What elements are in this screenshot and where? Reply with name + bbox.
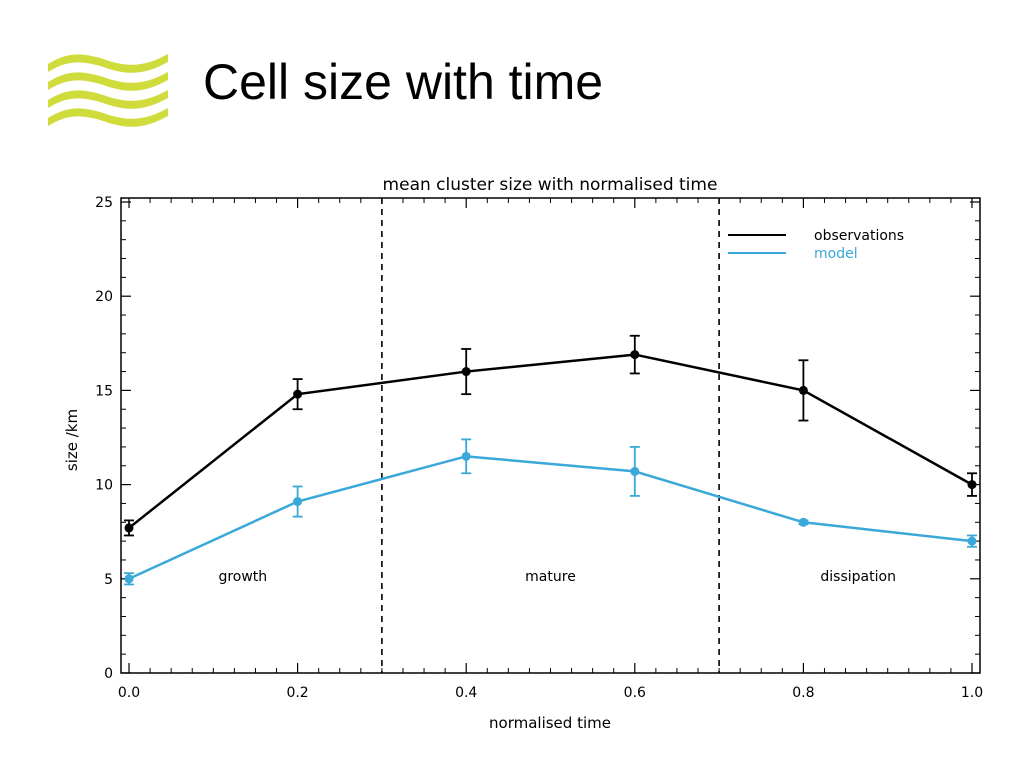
data-point (967, 536, 977, 546)
x-axis-label: normalised time (489, 714, 611, 732)
series-line (128, 455, 973, 580)
x-tick-label: 0.8 (792, 685, 814, 701)
y-tick-label: 10 (95, 478, 113, 494)
chart-title: mean cluster size with normalised time (383, 175, 718, 195)
legend-label: model (814, 246, 858, 262)
y-tick-label: 20 (95, 289, 113, 305)
y-tick-label: 0 (104, 666, 113, 682)
data-point (124, 574, 134, 584)
y-tick-label: 15 (95, 383, 113, 399)
data-point (798, 517, 808, 527)
x-tick-label: 0.2 (286, 685, 308, 701)
data-point (630, 350, 640, 360)
phase-label: mature (525, 569, 576, 585)
phase-label: dissipation (820, 569, 896, 585)
legend-label: observations (814, 228, 904, 244)
data-point (461, 451, 471, 461)
data-point (293, 389, 303, 399)
legend: observations model (728, 228, 904, 262)
x-tick-label: 0.4 (455, 685, 477, 701)
plot-frame (120, 197, 981, 674)
wave-logo-icon (48, 54, 168, 127)
series-line (128, 353, 973, 529)
y-tick-label: 5 (104, 572, 113, 588)
series-model (124, 438, 977, 586)
y-axis-label: size /km (63, 409, 81, 471)
data-point (630, 466, 640, 476)
x-tick-label: 1.0 (961, 685, 983, 701)
data-point (967, 480, 977, 490)
x-tick-label: 0.6 (624, 685, 646, 701)
x-tick-label: 0.0 (118, 685, 140, 701)
data-point (293, 497, 303, 507)
data-point (124, 523, 134, 533)
data-point (798, 385, 808, 395)
slide-title: Cell size with time (203, 54, 604, 110)
phase-label: growth (218, 569, 267, 585)
line-chart: mean cluster size with normalised time n… (63, 175, 983, 732)
series-observations (124, 334, 977, 537)
data-point (461, 367, 471, 377)
y-tick-label: 25 (95, 195, 113, 211)
